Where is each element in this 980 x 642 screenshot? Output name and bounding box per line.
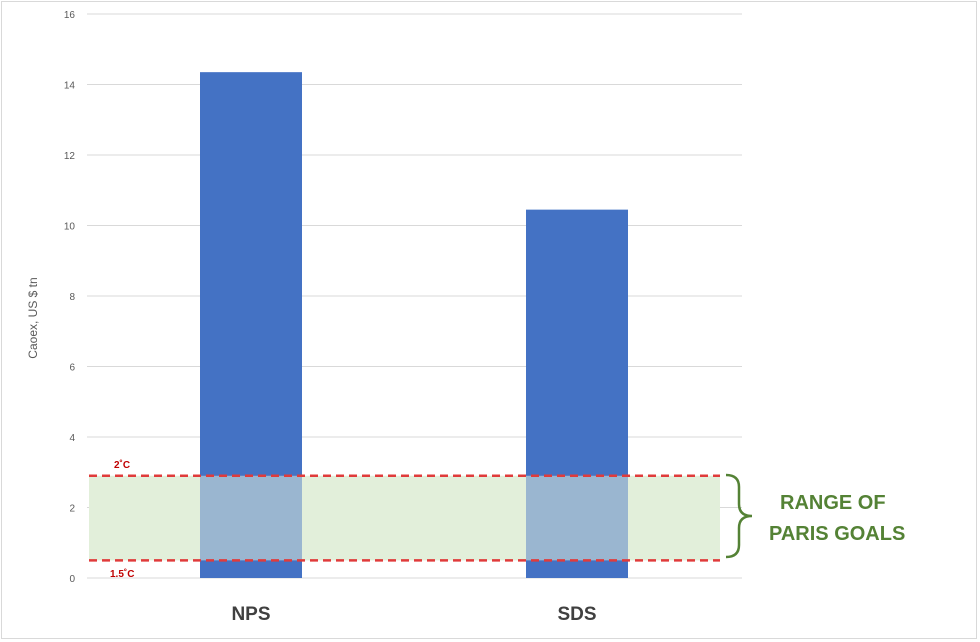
y-tick-label: 0 xyxy=(69,574,75,585)
upper-line-label: 2˚C xyxy=(114,459,130,471)
lower-line-label: 1.5˚C xyxy=(110,568,134,580)
y-tick-label: 2 xyxy=(69,504,75,515)
bar-band-overlay xyxy=(526,475,628,561)
y-axis-label: Caoex, US $ tn xyxy=(26,277,40,358)
bar-band-overlay xyxy=(200,475,302,561)
range-label-line2: PARIS GOALS xyxy=(769,523,905,545)
y-tick-label: 8 xyxy=(69,292,75,303)
y-tick-label: 14 xyxy=(64,81,76,92)
y-tick-label: 12 xyxy=(64,151,76,162)
y-tick-label: 10 xyxy=(64,222,76,233)
y-tick-label: 6 xyxy=(69,363,75,374)
x-category-labels: NPS SDS xyxy=(231,604,596,625)
range-label-line1: RANGE OF xyxy=(780,492,886,514)
x-category-label: SDS xyxy=(557,604,596,625)
band-overlay xyxy=(89,474,720,562)
curly-brace xyxy=(725,473,753,559)
y-tick-labels: 0 2 4 6 8 10 12 14 16 xyxy=(64,10,76,585)
y-tick-label: 16 xyxy=(64,10,76,21)
x-category-label: NPS xyxy=(231,604,270,625)
y-tick-label: 4 xyxy=(69,433,75,444)
